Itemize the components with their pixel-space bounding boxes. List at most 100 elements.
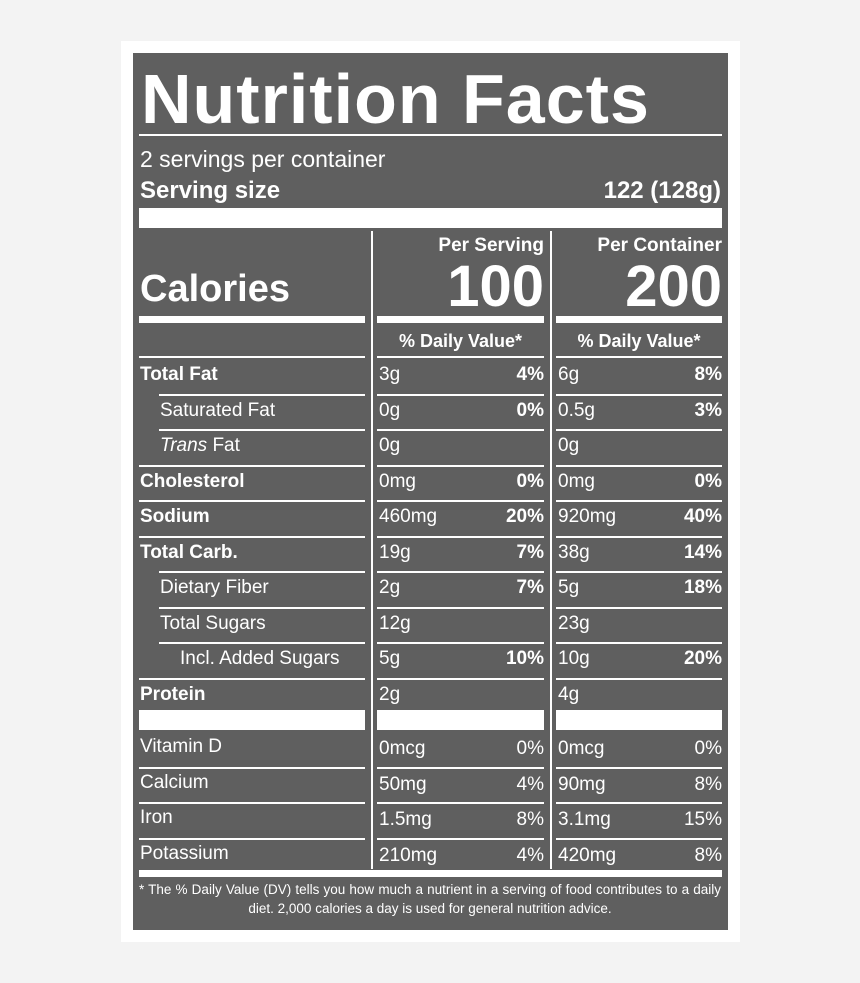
serving-daily-value: 20% <box>505 506 544 527</box>
container-daily-value: 0% <box>694 738 722 759</box>
calories-label: Calories <box>140 268 290 310</box>
nutrient-name-italic: Trans <box>160 435 208 456</box>
nutrient-name: Incl. Added Sugars <box>180 648 340 669</box>
container-amount: 10g <box>558 648 590 669</box>
calories-per-serving: 100 <box>447 254 544 319</box>
nutrient-name-rest: Fat <box>207 435 240 456</box>
row-divider <box>556 838 722 840</box>
nutrient-name: Sodium <box>140 506 210 527</box>
row-divider <box>377 536 544 538</box>
calories-bar-left <box>139 316 365 323</box>
row-divider <box>556 571 722 573</box>
vitamin-name: Iron <box>140 807 173 828</box>
row-divider <box>139 767 365 769</box>
row-divider <box>139 678 365 680</box>
serving-amount: 3g <box>379 364 401 385</box>
row-divider <box>556 678 722 680</box>
container-daily-value: 40% <box>683 506 722 527</box>
nutrient-name: Trans Fat <box>160 434 240 458</box>
row-divider <box>556 536 722 538</box>
vitamin-name: Vitamin D <box>140 736 223 757</box>
serving-amount: 50mg <box>379 773 427 795</box>
thick-bar-middle <box>556 710 722 730</box>
label-title: Nutrition Facts <box>141 60 650 138</box>
row-divider <box>377 767 544 769</box>
serving-daily-value: 0% <box>516 738 544 759</box>
row-divider <box>556 465 722 467</box>
container-daily-value: 14% <box>683 541 722 563</box>
container-amount: 0mg <box>558 470 595 492</box>
serving-daily-value: 7% <box>516 541 544 563</box>
row-divider <box>159 429 365 431</box>
row-divider <box>556 802 722 804</box>
calories-bar-container <box>556 316 722 323</box>
row-divider <box>556 394 722 396</box>
serving-amount: 2g <box>379 683 401 705</box>
row-divider <box>377 642 544 644</box>
serving-amount: 210mg <box>379 844 438 866</box>
row-divider <box>159 607 365 609</box>
row-divider <box>139 465 365 467</box>
row-divider <box>377 838 544 840</box>
daily-value-footnote: * The % Daily Value (DV) tells you how m… <box>139 882 721 916</box>
serving-amount: 0mcg <box>379 738 426 759</box>
container-amount: 5g <box>558 577 580 598</box>
thick-bar-middle <box>377 710 544 730</box>
row-divider <box>556 767 722 769</box>
row-divider <box>556 500 722 502</box>
container-daily-value: 15% <box>683 809 722 830</box>
serving-daily-value: 4% <box>516 844 544 866</box>
row-divider <box>377 607 544 609</box>
serving-amount: 1.5mg <box>379 809 432 830</box>
serving-daily-value: 0% <box>516 399 544 421</box>
container-amount: 0mcg <box>558 738 605 759</box>
row-divider <box>377 678 544 680</box>
row-divider <box>139 500 365 502</box>
row-divider <box>159 394 365 396</box>
row-divider <box>377 802 544 804</box>
row-divider <box>377 500 544 502</box>
thick-bar-middle <box>139 710 365 730</box>
row-divider <box>556 429 722 431</box>
container-daily-value: 8% <box>694 773 722 795</box>
serving-daily-value: 10% <box>505 648 544 669</box>
per-serving-header: Per Serving <box>438 235 544 256</box>
container-amount: 90mg <box>558 773 606 795</box>
row-divider <box>139 838 365 840</box>
thick-bar-bottom <box>139 870 722 877</box>
vitamin-name: Calcium <box>140 771 209 793</box>
container-daily-value: 20% <box>683 648 722 669</box>
serving-amount: 0mg <box>379 470 416 492</box>
container-daily-value: 0% <box>694 470 722 492</box>
nutrient-name: Cholesterol <box>140 470 245 492</box>
vitamin-name: Potassium <box>140 842 229 864</box>
calories-bar-serving <box>377 316 544 323</box>
nutrient-name: Total Sugars <box>160 612 266 634</box>
row-divider <box>159 642 365 644</box>
nutrition-label: Nutrition Facts 2 servings per container… <box>133 53 728 930</box>
serving-amount: 0g <box>379 435 401 456</box>
container-daily-value: 18% <box>683 577 722 598</box>
title-divider <box>139 134 722 136</box>
container-daily-value: 3% <box>694 399 722 421</box>
container-amount: 0g <box>558 435 580 456</box>
nutrient-name: Total Carb. <box>140 541 238 563</box>
row-divider <box>139 802 365 804</box>
container-amount: 6g <box>558 364 580 385</box>
row-divider <box>377 394 544 396</box>
daily-value-header-container: % Daily Value* <box>577 331 701 351</box>
nutrient-name: Protein <box>140 683 206 705</box>
serving-daily-value: 4% <box>516 773 544 795</box>
serving-amount: 12g <box>379 612 411 634</box>
calories-per-container: 200 <box>625 254 722 319</box>
servings-per-container: 2 servings per container <box>140 146 386 172</box>
serving-daily-value: 8% <box>516 809 544 830</box>
container-daily-value: 8% <box>694 844 722 866</box>
container-amount: 420mg <box>558 844 617 866</box>
daily-value-header-serving: % Daily Value* <box>398 331 523 351</box>
serving-daily-value: 4% <box>516 364 544 385</box>
row-divider <box>159 571 365 573</box>
serving-size-label: Serving size <box>140 177 281 204</box>
row-divider <box>556 356 722 358</box>
row-divider <box>139 356 365 358</box>
